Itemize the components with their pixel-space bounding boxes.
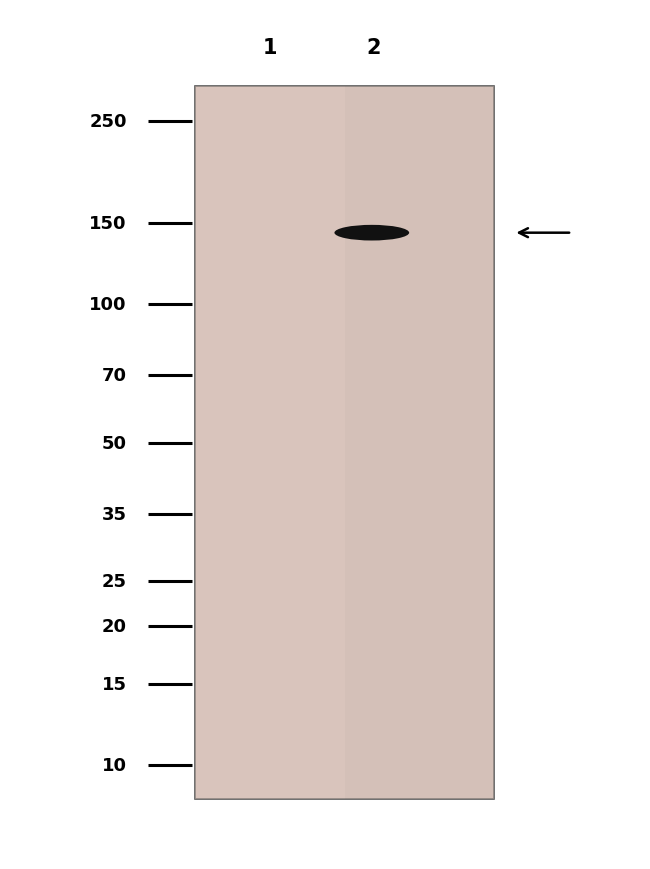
- Text: 10: 10: [102, 756, 127, 773]
- Text: 20: 20: [102, 617, 127, 635]
- Text: 25: 25: [102, 573, 127, 591]
- Text: 2: 2: [367, 38, 381, 57]
- Text: 50: 50: [102, 434, 127, 452]
- Text: 70: 70: [102, 367, 127, 385]
- Bar: [195, 87, 344, 799]
- Bar: [195, 87, 494, 799]
- Text: 1: 1: [263, 38, 277, 57]
- Bar: [344, 87, 494, 799]
- Text: 35: 35: [102, 506, 127, 523]
- Text: 15: 15: [102, 674, 127, 693]
- Text: 250: 250: [89, 113, 127, 130]
- Ellipse shape: [334, 226, 410, 242]
- Text: 150: 150: [89, 215, 127, 233]
- Text: 100: 100: [89, 295, 127, 314]
